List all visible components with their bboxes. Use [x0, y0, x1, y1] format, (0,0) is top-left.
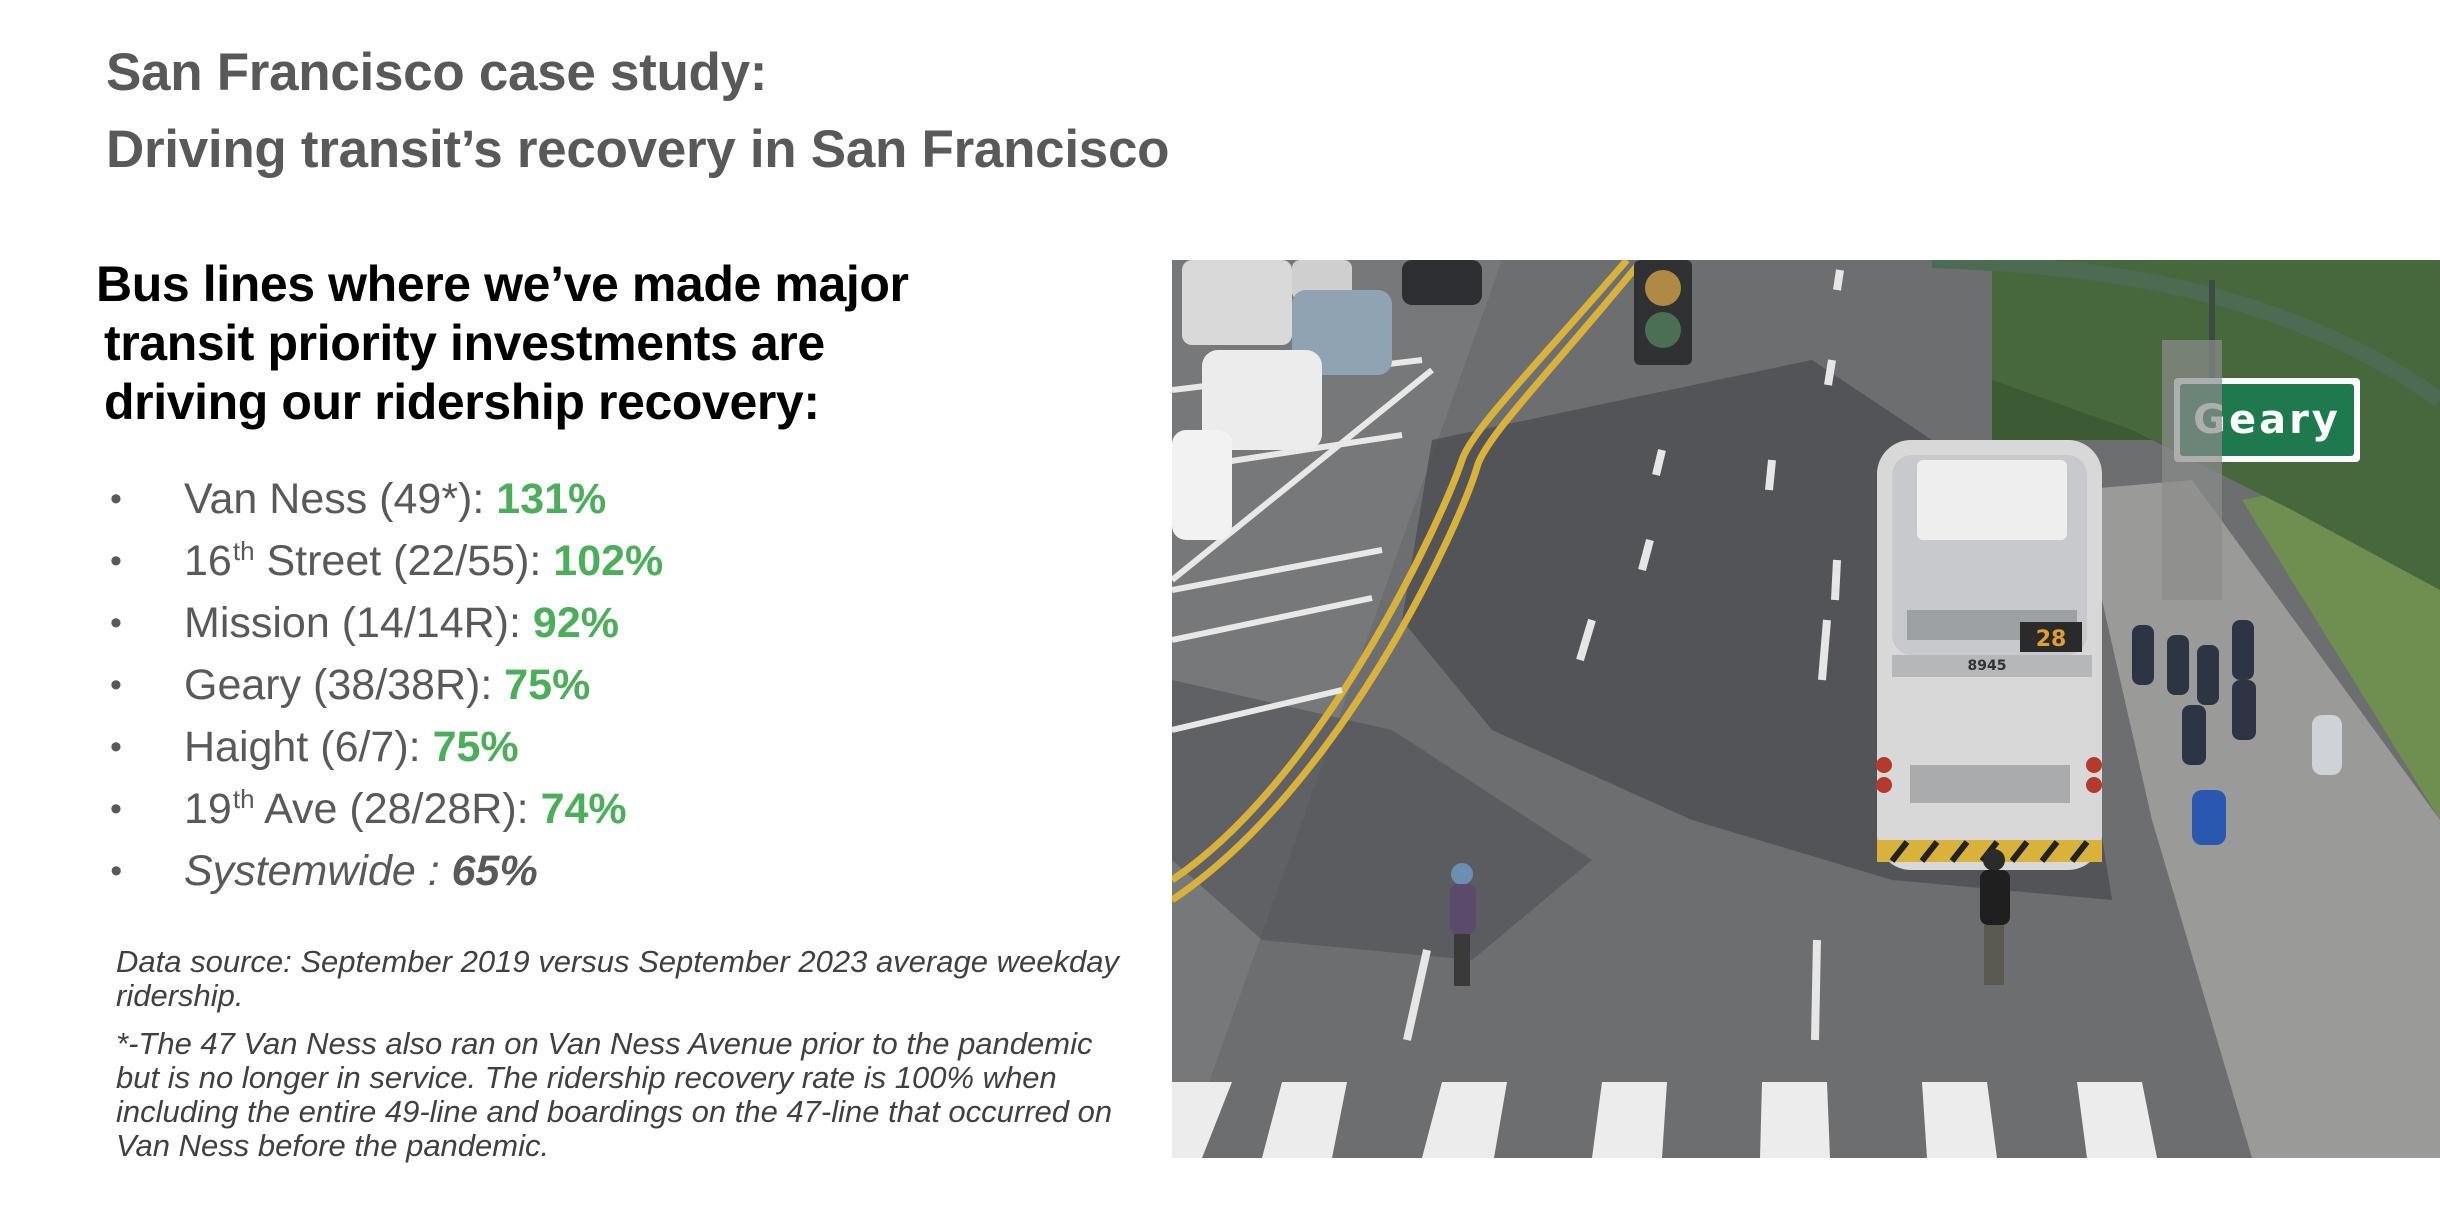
bullet-icon: •	[110, 480, 122, 518]
pedestrians	[1450, 620, 2342, 986]
item-value: 131%	[496, 475, 607, 523]
item-label-sup: th	[232, 536, 255, 566]
heading-line-1: Bus lines where we’ve made major	[96, 256, 909, 312]
heading-line-3: driving our ridership recovery:	[104, 374, 820, 430]
item-label-post: Ave (28/28R):	[254, 785, 541, 833]
title-line-1: San Francisco case study:	[106, 43, 768, 102]
list-item-haight: • Haight (6/7): 75%	[110, 716, 663, 778]
item-label-sup: th	[232, 784, 255, 814]
data-source-note: Data source: September 2019 versus Septe…	[116, 944, 1119, 1013]
street-photo: Geary	[1172, 260, 2440, 1158]
footnotes: Data source: September 2019 versus Septe…	[116, 945, 1126, 1177]
page-title: San Francisco case study: Driving transi…	[106, 34, 1306, 188]
bullet-icon: •	[110, 542, 122, 580]
list-item-19th-ave: • 19th Ave (28/28R): 74%	[110, 778, 663, 840]
bus-shelter	[2162, 340, 2222, 600]
bullet-icon: •	[110, 666, 122, 704]
heading-line-2: transit priority investments are	[104, 315, 825, 371]
list-item-mission: • Mission (14/14R): 92%	[110, 592, 663, 654]
bullet-icon: •	[110, 728, 122, 766]
item-label-post: Street (22/55):	[254, 537, 554, 585]
parked-cars	[1172, 260, 1482, 540]
sign-arm	[1931, 260, 2440, 407]
item-label: Geary (38/38R):	[184, 661, 505, 709]
item-value: 75%	[504, 661, 591, 709]
pole-shadow	[1172, 680, 1592, 960]
bullet-icon: •	[110, 604, 122, 642]
left-lane	[1172, 260, 1502, 1158]
bullet-icon: •	[110, 852, 122, 890]
item-value: 102%	[553, 537, 664, 585]
list-item-16th-street: • 16th Street (22/55): 102%	[110, 530, 663, 592]
bus-number: 8945	[1968, 658, 2007, 674]
title-line-2: Driving transit’s recovery in San Franci…	[106, 120, 1170, 179]
ridership-list: • Van Ness (49*): 131% • 16th Street (22/5…	[110, 468, 663, 902]
item-label: Mission (14/14R):	[184, 599, 533, 647]
yellow-line-b	[1172, 260, 1645, 903]
item-value: 92%	[532, 599, 619, 647]
van-ness-footnote: *-The 47 Van Ness also ran on Van Ness A…	[116, 1026, 1113, 1163]
section-heading: Bus lines where we’ve made major transit…	[96, 255, 1116, 432]
crosswalk	[1172, 1082, 2157, 1158]
bullet-icon: •	[110, 790, 122, 828]
yellow-line-a	[1172, 260, 1630, 883]
traffic-light	[1634, 260, 1692, 365]
list-item-systemwide: • Systemwide : 65%	[110, 840, 663, 902]
bus	[1876, 440, 2102, 870]
item-value: 65%	[451, 847, 538, 895]
item-label-pre: 16	[184, 537, 232, 585]
item-label: Systemwide :	[184, 847, 452, 895]
item-label-pre: 19	[184, 785, 232, 833]
list-item-geary: • Geary (38/38R): 75%	[110, 654, 663, 716]
item-value: 75%	[432, 723, 519, 771]
item-label: Van Ness (49*):	[184, 475, 497, 523]
bus-route-display: 28	[2036, 627, 2067, 652]
lane-dashes	[1403, 269, 1844, 1041]
item-value: 74%	[540, 785, 627, 833]
item-label: Haight (6/7):	[184, 723, 433, 771]
list-item-van-ness: • Van Ness (49*): 131%	[110, 468, 663, 530]
